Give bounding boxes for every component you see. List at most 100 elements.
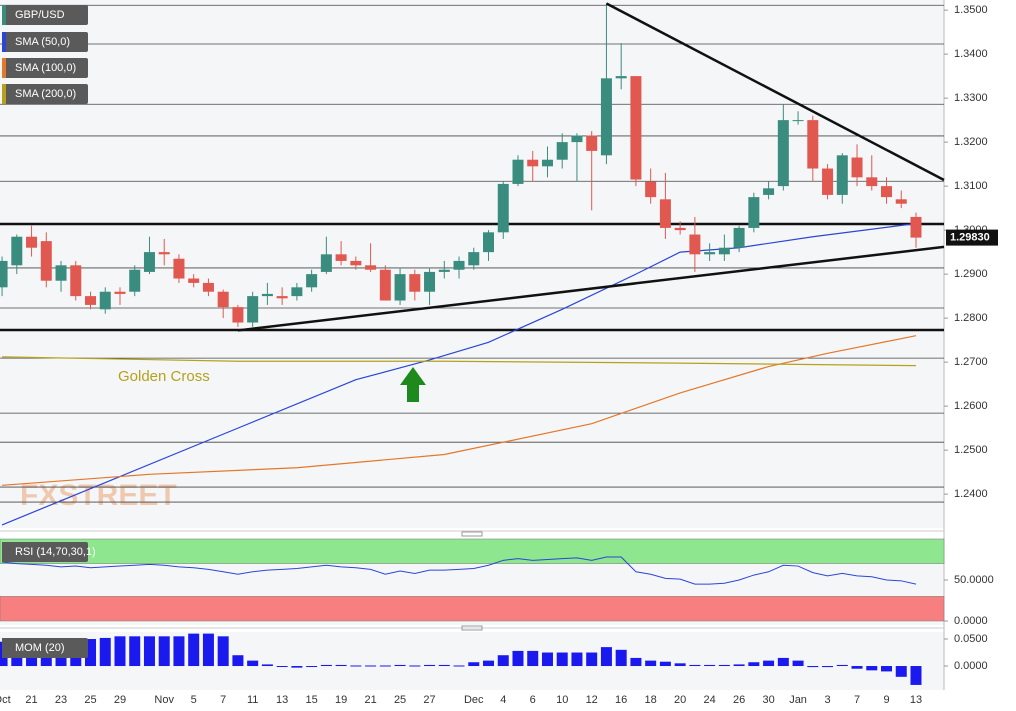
mom-bar	[733, 664, 745, 667]
candle-body	[541, 159, 553, 167]
candle-body	[718, 247, 730, 255]
mom-bar	[512, 650, 524, 667]
legend-swatch	[2, 84, 6, 104]
candle-body	[851, 157, 863, 178]
y-tick-label: 1.3300	[954, 92, 988, 104]
candle-body	[70, 265, 82, 297]
candle-body	[689, 234, 701, 255]
x-tick-label: 30	[762, 694, 774, 706]
legend-label: RSI (14,70,30,1)	[15, 546, 96, 558]
x-tick-label: Oct	[0, 694, 11, 706]
legend-swatch	[2, 5, 6, 25]
mom-bar	[822, 666, 834, 668]
mom-bar	[306, 666, 318, 668]
legend-label: GBP/USD	[15, 9, 65, 21]
mom-bar	[85, 639, 97, 667]
mom-bar	[247, 660, 259, 667]
candle-body	[556, 142, 568, 160]
legend-swatch	[2, 542, 6, 562]
y-tick-label: 0.0000	[954, 615, 988, 627]
x-tick-label: 25	[394, 694, 406, 706]
x-tick-label: 7	[854, 694, 860, 706]
mom-bar	[129, 636, 141, 667]
candle-body	[483, 232, 495, 253]
x-tick-label: 13	[910, 694, 922, 706]
sma-line	[2, 356, 916, 367]
arrow	[400, 367, 426, 402]
mom-bar	[114, 636, 126, 667]
candle-body	[438, 269, 450, 272]
mom-bar	[763, 660, 775, 667]
x-tick-label: 7	[220, 694, 226, 706]
candle-body	[586, 135, 598, 151]
mom-bar	[704, 664, 716, 667]
candle-body	[379, 269, 391, 301]
candle-body	[733, 227, 745, 248]
mom-bar	[541, 652, 553, 667]
candle-body	[365, 265, 377, 270]
candle-body	[114, 291, 126, 294]
last-price-box	[946, 229, 998, 246]
y-tick-label: 1.3400	[954, 48, 988, 60]
y-tick-label: 1.3200	[954, 136, 988, 148]
candle-body	[895, 199, 907, 204]
candle-body	[866, 177, 878, 187]
mom-bar	[232, 655, 244, 667]
watermark: FXSTREET	[20, 479, 177, 512]
candle-body	[394, 274, 406, 301]
mom-bar	[645, 660, 657, 667]
legend-label: SMA (100,0)	[15, 62, 76, 74]
x-tick-label: Nov	[154, 694, 174, 706]
candle-body	[276, 296, 288, 299]
mom-bar	[748, 662, 760, 667]
candle-body	[571, 135, 583, 143]
candle-body	[0, 260, 8, 288]
candle-body	[497, 183, 509, 233]
candle-body	[99, 291, 111, 310]
y-tick-label: 1.2400	[954, 488, 988, 500]
candle-body	[202, 282, 214, 292]
mom-bar	[365, 665, 377, 667]
y-tick-label: 1.2500	[954, 444, 988, 456]
y-tick-label: 1.3100	[954, 180, 988, 192]
legend-label: SMA (50,0)	[15, 36, 70, 48]
x-tick-label: 5	[191, 694, 197, 706]
candle-body	[674, 227, 686, 231]
candle-body	[777, 120, 789, 187]
x-tick-label: 21	[364, 694, 376, 706]
candle-body	[822, 168, 834, 195]
candle-body	[792, 120, 804, 122]
mom-bar	[910, 666, 922, 685]
mom-bar	[866, 666, 878, 671]
y-tick-label: 1.2900	[954, 268, 988, 280]
x-tick-label: 16	[615, 694, 627, 706]
mom-bar	[320, 664, 332, 667]
candle-body	[424, 271, 436, 292]
candle-body	[630, 76, 642, 180]
candle-body	[512, 159, 524, 184]
x-tick-label: 25	[84, 694, 96, 706]
candle-body	[188, 278, 200, 283]
candle-body	[468, 252, 480, 266]
mom-bar	[217, 636, 229, 667]
candle-body	[748, 197, 760, 228]
mom-bar	[851, 666, 863, 669]
candle-body	[645, 181, 657, 198]
x-tick-label: 21	[25, 694, 37, 706]
candle-body	[836, 155, 848, 195]
x-tick-label: 23	[55, 694, 67, 706]
mom-bar	[438, 664, 450, 667]
mom-bar	[792, 660, 804, 667]
mom-bar	[173, 636, 185, 667]
y-tick-label: 1.2700	[954, 356, 988, 368]
x-tick-label: 24	[703, 694, 715, 706]
rsi-line	[2, 556, 917, 585]
mom-bar	[630, 657, 642, 667]
mom-bar	[571, 652, 583, 667]
y-tick-label: 1.3500	[954, 4, 988, 16]
x-tick-label: 10	[556, 694, 568, 706]
legend-swatch	[2, 638, 6, 658]
candle-body	[600, 78, 612, 156]
x-tick-label: 12	[586, 694, 598, 706]
mom-bar	[350, 665, 362, 667]
